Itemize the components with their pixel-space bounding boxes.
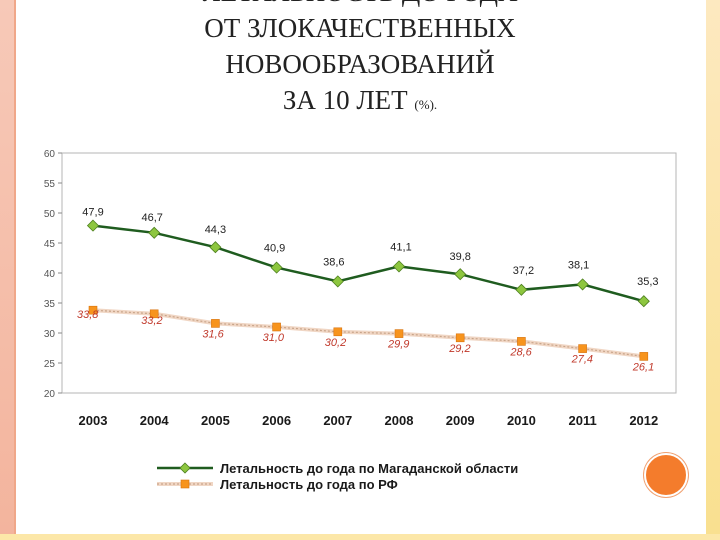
data-point-diamond bbox=[86, 219, 100, 232]
legend-marker-diamond bbox=[179, 462, 191, 474]
y-tick-label: 35 bbox=[44, 299, 56, 310]
data-point-square bbox=[639, 352, 649, 361]
data-point-square bbox=[455, 333, 465, 343]
y-tick-label: 25 bbox=[44, 359, 56, 370]
x-tick-label: 2010 bbox=[507, 413, 536, 428]
y-tick-label: 40 bbox=[44, 269, 56, 280]
x-tick-label: 2012 bbox=[629, 413, 658, 428]
data-label: 37,2 bbox=[513, 265, 534, 277]
data-label: 31,6 bbox=[202, 328, 224, 340]
data-label: 33,8 bbox=[77, 309, 99, 321]
data-label: 29,2 bbox=[448, 343, 470, 355]
series-magadan: 47,9 46,7 44,3 40,9 38,6 41,1 39,8 37,2 38,1 35,3 bbox=[82, 207, 659, 308]
data-label: 27,4 bbox=[571, 354, 593, 366]
data-point-diamond bbox=[331, 275, 344, 288]
data-label: 46,7 bbox=[141, 212, 162, 224]
chart-legend: Летальность до года по Магаданской облас… bbox=[157, 461, 518, 492]
data-point-diamond bbox=[576, 278, 589, 291]
y-tick-label: 55 bbox=[44, 179, 56, 190]
data-label: 33,2 bbox=[141, 315, 162, 327]
series-line-rf bbox=[92, 309, 644, 357]
chart-series: 47,9 46,7 44,3 40,9 38,6 41,1 39,8 37,2 38,1 35,3… bbox=[77, 207, 659, 374]
x-tick-label: 2008 bbox=[385, 413, 414, 428]
data-point-square bbox=[578, 344, 587, 353]
y-tick-label: 50 bbox=[44, 209, 56, 220]
series-line-magadan bbox=[92, 224, 645, 303]
data-point-square bbox=[394, 329, 404, 338]
x-tick-label: 2009 bbox=[446, 413, 475, 428]
orange-circle-decoration bbox=[644, 453, 688, 497]
x-tick-label: 2004 bbox=[140, 413, 170, 428]
x-tick-label: 2007 bbox=[323, 413, 352, 428]
data-label: 26,1 bbox=[632, 361, 654, 373]
y-tick-label: 60 bbox=[44, 149, 56, 160]
slide-right-border bbox=[706, 0, 720, 540]
data-point-diamond bbox=[637, 295, 650, 308]
data-label: 35,3 bbox=[637, 276, 658, 288]
data-point-diamond bbox=[454, 268, 467, 281]
y-tick-label: 20 bbox=[44, 389, 56, 400]
data-point-square bbox=[517, 337, 526, 346]
title-line-1: ЛЕТАЛЬНОСТЬ ДО ГОДА bbox=[0, 0, 720, 10]
title-line-4-main: ЗА 10 ЛЕТ bbox=[282, 85, 408, 115]
x-tick-label: 2003 bbox=[79, 413, 108, 428]
x-tick-label: 2005 bbox=[201, 413, 230, 428]
legend-marker-square bbox=[180, 479, 190, 489]
data-label: 47,9 bbox=[82, 207, 103, 219]
slide-left-border-line bbox=[14, 0, 16, 540]
legend-label: Летальность до года по РФ bbox=[220, 477, 398, 492]
data-label: 31,0 bbox=[263, 332, 285, 344]
data-label: 40,9 bbox=[264, 243, 285, 255]
data-label: 44,3 bbox=[205, 224, 226, 236]
data-point-square bbox=[149, 309, 159, 319]
data-point-diamond bbox=[209, 241, 222, 254]
title-line-4: ЗА 10 ЛЕТ (%). bbox=[0, 82, 720, 120]
y-tick-label: 30 bbox=[44, 329, 56, 340]
data-point-square bbox=[272, 322, 281, 332]
title-line-3: НОВООБРАЗОВАНИЙ bbox=[225, 49, 495, 79]
slide-bottom-border bbox=[0, 534, 720, 540]
y-tick-label: 45 bbox=[44, 239, 56, 250]
data-point-square bbox=[211, 319, 220, 328]
data-point-square bbox=[88, 305, 98, 315]
slide-left-border bbox=[0, 0, 14, 540]
series-rf: 33,8 33,2 31,6 31,0 30,2 29,9 29,2 28,6 27,4 26,1 bbox=[77, 305, 654, 373]
data-label: 38,6 bbox=[323, 256, 344, 268]
data-point-diamond bbox=[270, 261, 283, 274]
title-unit: (%). bbox=[414, 97, 438, 112]
data-label: 28,6 bbox=[509, 346, 532, 358]
slide-title: ЛЕТАЛЬНОСТЬ ДО ГОДА ОТ ЗЛОКАЧЕСТВЕННЫХ Н… bbox=[0, 0, 720, 120]
legend-label: Летальность до года по Магаданской облас… bbox=[220, 461, 518, 476]
data-label: 30,2 bbox=[325, 337, 346, 349]
data-point-diamond bbox=[515, 283, 528, 296]
x-tick-label: 2006 bbox=[262, 413, 291, 428]
data-label: 39,8 bbox=[449, 251, 470, 263]
x-tick-label: 2011 bbox=[568, 413, 596, 428]
data-label: 41,1 bbox=[390, 241, 411, 253]
data-point-diamond bbox=[392, 260, 406, 273]
chart-axes: 20 25 30 35 40 45 50 55 60 2003 2004 2005 2006 2007 20… bbox=[44, 149, 677, 428]
data-label: 38,1 bbox=[568, 259, 589, 271]
data-label: 29,9 bbox=[387, 339, 409, 351]
title-line-2: ОТ ЗЛОКАЧЕСТВЕННЫХ bbox=[204, 13, 516, 43]
data-point-square bbox=[333, 327, 343, 337]
data-point-diamond bbox=[148, 226, 161, 239]
